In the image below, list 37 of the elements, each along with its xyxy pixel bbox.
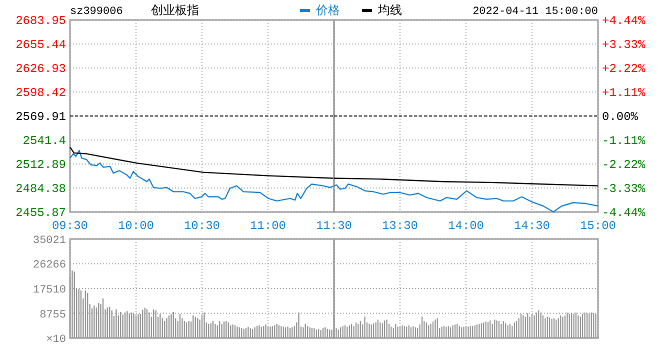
y-tick-label: 2683.95: [16, 14, 66, 28]
x-tick-label: 10:30: [184, 219, 220, 233]
text: 0.00%: [602, 110, 638, 124]
legend-label: 价格: [315, 3, 340, 17]
text: -3.33%: [602, 182, 646, 196]
chart-title: 创业板指: [151, 4, 199, 18]
y-tick-label: 26266: [32, 260, 66, 272]
y-tick-label: 2484.38: [16, 182, 66, 196]
x-tick-label: 15:00: [580, 219, 616, 233]
text: +4.44%: [602, 14, 646, 28]
y-tick-label: 2626.93: [16, 62, 66, 76]
x-tick-label: 13:30: [382, 219, 418, 233]
y-tick-label: 2455.87: [16, 206, 66, 220]
text: +3.33%: [602, 38, 646, 52]
legend-label: 均线: [377, 3, 402, 17]
x-tick-label: 09:30: [52, 219, 88, 233]
y-tick-label: 2655.44: [16, 38, 66, 52]
y-tick-label: 35021: [32, 235, 66, 247]
y-tick-label: 2541.4: [22, 134, 66, 148]
text: +1.11%: [602, 86, 646, 100]
text: 2022-04-11 15:00:00: [472, 6, 598, 18]
y-tick-label: 2512.89: [16, 158, 66, 172]
text: -4.44%: [602, 206, 646, 220]
y-axis-title: ×10: [46, 334, 66, 346]
text: +2.22%: [602, 62, 646, 76]
x-tick-label: 14:00: [448, 219, 484, 233]
x-tick-label: 14:30: [514, 219, 550, 233]
y-tick-label: 2569.91: [16, 110, 66, 124]
y-tick-label: 17510: [32, 284, 66, 296]
x-tick-label: 11:00: [250, 219, 286, 233]
x-tick-label: 11:30: [316, 219, 352, 233]
text: -1.11%: [602, 134, 646, 148]
text: sz399006: [70, 6, 123, 18]
y-tick-label: 2598.42: [16, 86, 66, 100]
x-tick-label: 10:00: [118, 219, 154, 233]
y-tick-label: 8755: [40, 309, 66, 322]
text: -2.22%: [602, 158, 646, 172]
